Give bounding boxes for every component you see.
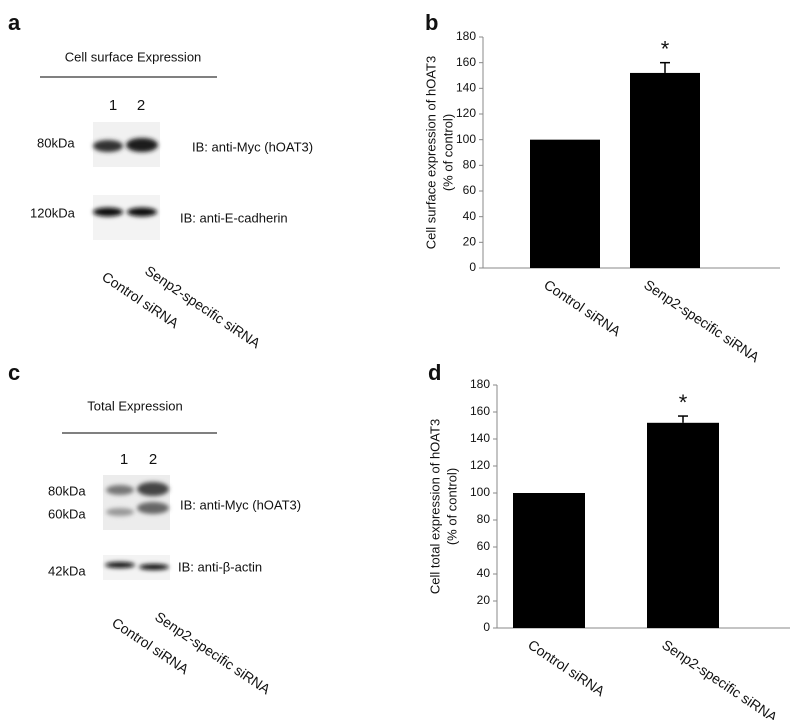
panel-label: a (8, 10, 21, 35)
band (139, 564, 169, 570)
y-tick-label: 140 (470, 431, 490, 445)
y-tick-label: 20 (477, 593, 491, 607)
bar (647, 422, 719, 628)
bar (530, 139, 600, 268)
blot-label: IB: anti-Myc (hOAT3) (192, 139, 313, 154)
blot-image (93, 195, 160, 240)
lane-label: 2 (149, 451, 157, 468)
blot-heading: Cell surface Expression (65, 49, 202, 64)
bar (513, 493, 585, 628)
y-tick-label: 100 (456, 132, 476, 146)
blot-label: IB: anti-Myc (hOAT3) (180, 497, 301, 512)
panel-label: d (428, 360, 441, 385)
size-marker: 60kDa (48, 506, 86, 521)
blot-label: IB: anti-E-cadherin (180, 210, 288, 225)
band (106, 508, 134, 516)
size-marker: 42kDa (48, 563, 86, 578)
y-tick-label: 40 (477, 566, 491, 580)
lane-label: 1 (120, 451, 128, 468)
x-tick-label: Senp2-specific siRNA (659, 636, 781, 720)
y-tick-label: 60 (463, 183, 477, 197)
y-tick-label: 60 (477, 539, 491, 553)
x-tick-label: Control siRNA (525, 636, 608, 699)
band (93, 207, 123, 217)
size-marker: 80kDa (48, 483, 86, 498)
size-marker: 120kDa (30, 205, 76, 220)
x-tick-label: Senp2-specific siRNA (641, 276, 763, 365)
band (137, 482, 169, 496)
band (106, 485, 134, 495)
significance-marker: * (661, 36, 670, 61)
y-axis-label: Cell total expression of hOAT3 (427, 419, 442, 594)
significance-marker: * (679, 390, 688, 415)
y-tick-label: 20 (463, 235, 477, 249)
y-tick-label: 160 (456, 55, 476, 69)
band (93, 140, 123, 152)
y-tick-label: 160 (470, 404, 490, 418)
panel-label: c (8, 360, 20, 385)
band (137, 502, 169, 514)
bar (630, 72, 700, 268)
y-tick-label: 140 (456, 81, 476, 95)
y-tick-label: 0 (483, 620, 490, 634)
lane-label: 2 (137, 97, 145, 114)
y-tick-label: 180 (470, 377, 490, 391)
y-tick-label: 180 (456, 29, 476, 43)
y-tick-label: 80 (463, 158, 477, 172)
blot-heading: Total Expression (87, 398, 182, 413)
y-tick-label: 40 (463, 209, 477, 223)
y-tick-label: 120 (456, 106, 476, 120)
size-marker: 80kDa (37, 135, 75, 150)
band (127, 207, 157, 217)
y-axis-label: (% of control) (440, 114, 455, 191)
y-tick-label: 0 (469, 260, 476, 274)
blot-label: IB: anti-β-actin (178, 559, 262, 574)
y-tick-label: 80 (477, 512, 491, 526)
panel-label: b (425, 10, 438, 35)
x-tick-label: Control siRNA (541, 276, 624, 339)
lane-label: 1 (109, 97, 117, 114)
y-axis-label: (% of control) (444, 468, 459, 545)
y-axis-label: Cell surface expression of hOAT3 (423, 56, 438, 249)
band (105, 562, 135, 568)
y-tick-label: 120 (470, 458, 490, 472)
y-tick-label: 100 (470, 485, 490, 499)
band (126, 138, 158, 152)
